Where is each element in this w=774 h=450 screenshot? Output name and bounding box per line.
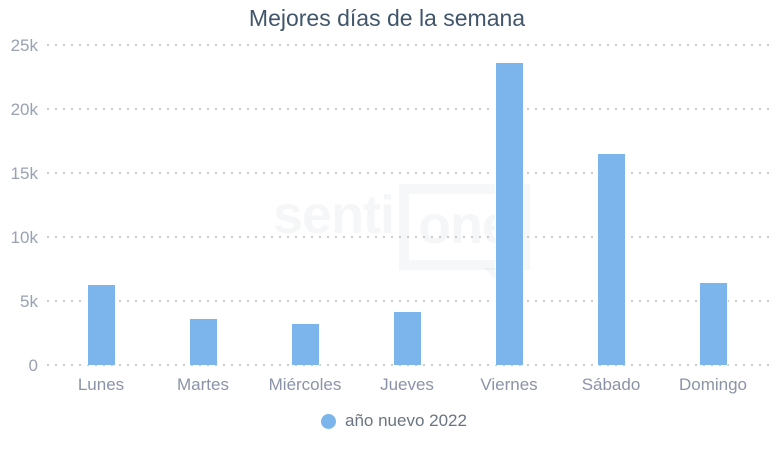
bar-lunes[interactable]: [86, 284, 116, 365]
bar-miercoles[interactable]: [290, 323, 320, 365]
watermark-text-senti: senti: [273, 184, 395, 246]
gridline-10k: [47, 236, 772, 238]
y-axis-tick-0: 0: [28, 356, 38, 375]
x-axis-label-lunes: Lunes: [77, 375, 125, 394]
bar-sabado[interactable]: [596, 153, 626, 365]
legend-label: año nuevo 2022: [345, 411, 467, 430]
gridline-25k: [47, 44, 772, 46]
bar-domingo[interactable]: [698, 282, 728, 365]
x-axis-label-jueves: Jueves: [380, 375, 434, 394]
x-axis-label-miercoles: Miércoles: [268, 375, 342, 394]
bar-martes[interactable]: [188, 318, 218, 365]
legend-item[interactable]: año nuevo 2022: [7, 411, 774, 431]
x-axis-label-domingo: Domingo: [678, 375, 748, 394]
x-axis-label-martes: Martes: [177, 375, 229, 394]
y-axis-tick-20k: 20k: [10, 100, 38, 119]
y-axis-tick-5k: 5k: [20, 292, 38, 311]
bar-viernes[interactable]: [494, 62, 524, 365]
y-axis-tick-25k: 25k: [10, 36, 38, 55]
gridline-15k: [47, 172, 772, 174]
gridline-20k: [47, 108, 772, 110]
x-axis-label-sabado: Sábado: [581, 375, 641, 394]
gridline-5k: [47, 300, 772, 302]
bar-jueves[interactable]: [392, 311, 422, 365]
y-axis-tick-10k: 10k: [10, 228, 38, 247]
chart-title: Mejores días de la semana: [248, 5, 526, 31]
sentione-watermark: senti one: [273, 184, 531, 289]
x-axis-label-viernes: Viernes: [480, 375, 538, 394]
legend-marker-icon: [321, 413, 337, 429]
y-axis-tick-15k: 15k: [10, 164, 38, 183]
gridline-0: [47, 364, 772, 366]
